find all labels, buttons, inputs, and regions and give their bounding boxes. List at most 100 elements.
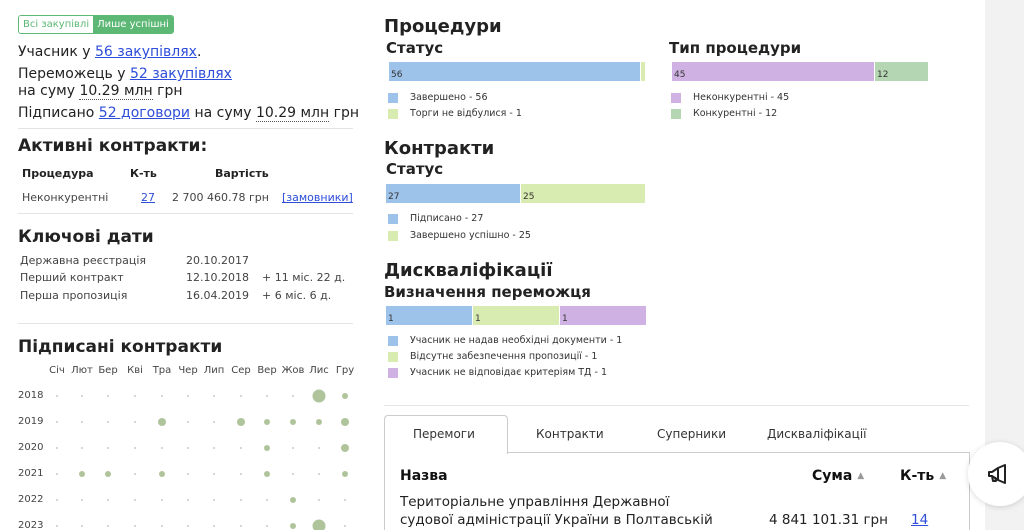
procedures-status-title: Статус [386,39,444,57]
calendar-dot[interactable] [342,471,348,477]
calendar-dot[interactable] [237,418,245,426]
calendar-dot [292,447,294,449]
calendar-dot[interactable] [264,471,270,477]
legend-item: Учасник не надав необхідні документи - 1 [388,335,622,346]
calendar-dot [56,447,58,449]
megaphone-icon [986,462,1010,490]
calendar-dot [213,447,215,449]
key-date-label: Перша пропозиція [20,289,128,302]
winner-link[interactable]: 52 закупівлях [129,66,232,82]
legend-item: Підписано - 27 [388,213,483,224]
calendar-dot [213,473,215,475]
calendar-dot[interactable] [342,393,348,399]
active-contracts-title: Активні контракти: [18,136,208,156]
active-row-count-link[interactable]: 27 [141,191,155,204]
winner-currency: грн [157,83,183,99]
calendar-dot [134,447,136,449]
calendar-dot[interactable] [312,519,326,530]
calendar-dot [187,473,189,475]
calendar-dot[interactable] [79,471,85,477]
month-label: Гру [335,365,355,376]
legend-item: Завершено - 56 [388,92,488,103]
active-row-procedure: Неконкурентні [22,191,109,204]
calendar-dot[interactable] [159,471,165,477]
row-name-line1: Територіальне управління Державної [400,494,670,510]
filter-successful-button[interactable]: Лише успішні [93,16,173,33]
divider [18,323,353,324]
legend-swatch [671,92,681,103]
bar-segment [640,62,645,81]
tab-contracts[interactable]: Контракти [536,427,604,441]
tab-wins[interactable]: Перемоги [413,427,475,441]
calendar-dot[interactable] [316,419,322,425]
col-name-header: Назва [400,468,448,484]
legend-label: Учасник не надав необхідні документи - 1 [410,335,623,346]
calendar-dot [134,499,136,501]
row-count-link[interactable]: 14 [911,512,929,528]
winner-sum-line: на суму 10.29 млн грн [18,83,183,100]
sort-icon[interactable]: ▲ [857,471,865,481]
key-date-value: 16.04.2019 [186,289,249,302]
calendar-dot [107,421,109,423]
calendar-dot [187,447,189,449]
divider [18,213,353,214]
legend-swatch [388,213,398,224]
tab-competitors[interactable]: Суперники [657,427,727,441]
contracts-status-title: Статус [386,160,444,178]
filter-toggle[interactable]: Всі закупівлі Лише успішні [18,15,174,34]
calendar-dot[interactable] [341,418,349,426]
legend-swatch [388,108,398,119]
legend-swatch [388,335,398,346]
calendar-dot[interactable] [105,471,111,477]
month-label: Січ [49,365,65,376]
calendar-dot [161,447,163,449]
col-sum-header[interactable]: Сума ▲ [812,468,864,484]
calendar-dot [318,473,320,475]
year-label: 2020 [18,442,44,453]
month-label: Жов [281,365,305,376]
signed-sum[interactable]: 10.29 млн [255,105,330,122]
key-date-value: 12.10.2018 [186,271,249,284]
calendar-dot [107,447,109,449]
participant-prefix: Учасник у [18,44,91,60]
calendar-dot[interactable] [341,444,349,452]
feedback-button[interactable] [968,442,1024,506]
calendar-dot[interactable] [312,389,326,403]
divider [18,128,353,129]
tab-disqualifications[interactable]: Дискваліфікації [767,427,867,441]
month-label: Сер [231,365,251,376]
calendar-dot[interactable] [290,419,296,425]
tab-panel [384,452,970,530]
calendar-dot [292,473,294,475]
customers-link[interactable]: [замовники] [282,191,353,204]
legend-label: Завершено - 56 [410,92,488,103]
row-name-line2: судової адміністрації України в Полтавсь… [400,512,713,528]
year-label: 2019 [18,416,44,427]
winner-sum-prefix: на суму [18,83,76,99]
page-gutter [985,0,1024,530]
legend-item: Відсутнє забезпечення пропозиції - 1 [388,351,597,362]
calendar-dot[interactable] [290,497,296,503]
calendar-dot[interactable] [158,418,166,426]
bar-segment: 25 [520,184,645,203]
month-label: Кві [127,365,143,376]
participant-link[interactable]: 56 закупівлях [94,44,197,60]
calendar-dot[interactable] [264,445,270,451]
col-count-header[interactable]: К-ть ▲ [900,468,946,484]
signed-link[interactable]: 52 договори [98,105,191,121]
signed-currency: грн [333,105,360,121]
legend-label: Торги не відбулися - 1 [410,108,522,119]
calendar-dot [240,473,242,475]
sort-icon[interactable]: ▲ [939,471,947,481]
key-date-label: Державна реєстрація [20,254,147,267]
winner-sum[interactable]: 10.29 млн [79,83,153,100]
key-date-delta: + 6 міс. 6 д. [262,289,332,302]
calendar-dot [107,525,109,527]
calendar-dot [187,499,189,501]
filter-all-button[interactable]: Всі закупівлі [19,16,94,33]
calendar-dot [213,395,215,397]
bar-segment: 27 [385,184,520,203]
calendar-dot[interactable] [290,523,296,529]
year-label: 2018 [18,390,44,401]
calendar-dot[interactable] [264,419,270,425]
